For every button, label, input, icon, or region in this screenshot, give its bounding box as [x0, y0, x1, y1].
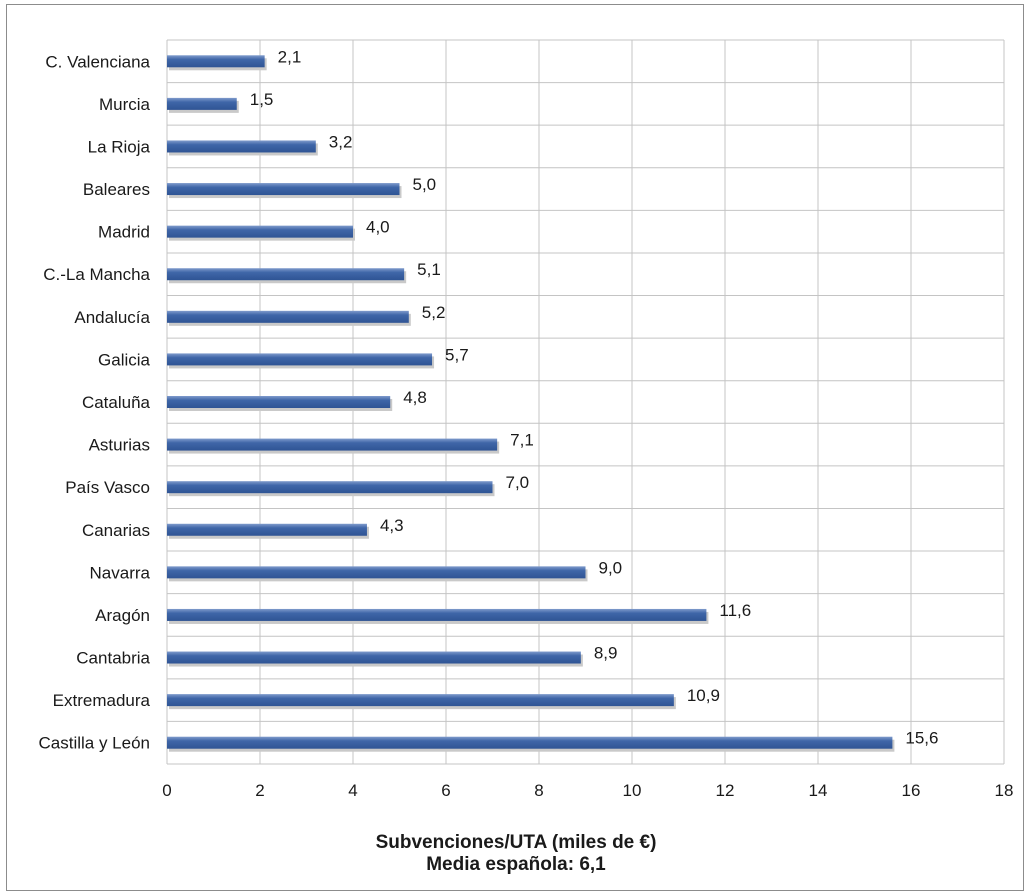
bar [167, 566, 586, 579]
grid-lines [166, 39, 1005, 765]
x-tick-label: 18 [995, 781, 1014, 800]
data-label: 11,6 [719, 601, 751, 620]
x-tick-label: 10 [623, 781, 642, 800]
data-label: 5,7 [445, 345, 469, 364]
category-label: Canarias [82, 521, 150, 540]
data-label: 8,9 [594, 644, 618, 663]
bar [167, 694, 674, 707]
bar [167, 608, 707, 621]
category-label: Extremadura [53, 691, 151, 710]
category-label: Cataluña [82, 393, 151, 412]
bar [167, 225, 353, 238]
data-label: 4,0 [366, 218, 390, 237]
category-label: País Vasco [65, 478, 150, 497]
category-label: C. Valenciana [45, 52, 150, 71]
bar [167, 396, 391, 408]
category-label: Cantabria [76, 649, 150, 668]
category-label: Baleares [83, 180, 150, 199]
category-label: Madrid [98, 223, 150, 242]
chart-caption: Subvenciones/UTA (miles de €) Media espa… [0, 832, 1032, 876]
bar-chart: C. Valenciana Murcia La Rioja Baleares Madri… [38, 39, 1013, 800]
bar [167, 268, 405, 281]
category-label: C.-La Mancha [43, 265, 150, 284]
data-label: 10,9 [687, 686, 720, 705]
data-label: 5,0 [413, 175, 437, 194]
data-label: 4,8 [403, 388, 427, 407]
bar [167, 310, 409, 323]
data-label: 3,2 [329, 132, 353, 151]
data-label: 4,3 [380, 516, 404, 535]
bar [167, 183, 400, 196]
x-tick-label: 2 [255, 781, 264, 800]
bar [167, 55, 265, 68]
data-label: 5,2 [422, 303, 446, 322]
x-tick-label: 16 [902, 781, 921, 800]
x-tick-label: 4 [348, 781, 357, 800]
data-label: 7,0 [506, 473, 530, 492]
category-label: Castilla y León [38, 734, 150, 753]
category-label: Murcia [99, 95, 151, 114]
bar [167, 97, 237, 110]
x-tick-labels: 0 2 4 6 8 10 12 14 16 18 [162, 781, 1013, 800]
data-label: 9,0 [599, 558, 623, 577]
category-labels: C. Valenciana Murcia La Rioja Baleares Madri… [38, 52, 150, 752]
bar [167, 651, 581, 664]
bar [167, 353, 433, 366]
x-tick-label: 6 [441, 781, 450, 800]
data-labels: 2,1 1,5 3,2 5,0 4,0 5,1 5,2 5,7 4,8 7,1 7,0 4,3 9,0 1… [250, 47, 939, 747]
data-label: 5,1 [417, 260, 441, 279]
data-label: 15,6 [905, 729, 938, 748]
bar [167, 523, 367, 536]
bars-group [167, 55, 895, 752]
category-label: La Rioja [88, 137, 151, 156]
national-average-subtitle: Media española: 6,1 [426, 854, 606, 875]
category-label: Andalucía [74, 308, 150, 327]
bar [167, 140, 316, 153]
x-tick-label: 0 [162, 781, 171, 800]
category-label: Galicia [98, 350, 151, 369]
category-label: Asturias [89, 436, 150, 455]
category-label: Aragón [95, 606, 150, 625]
data-label: 2,1 [278, 47, 302, 66]
x-tick-label: 12 [716, 781, 735, 800]
x-tick-label: 8 [534, 781, 543, 800]
bar [167, 481, 493, 494]
bar [167, 736, 893, 749]
category-label: Navarra [90, 563, 151, 582]
bar [167, 438, 498, 451]
data-label: 7,1 [510, 431, 534, 450]
x-axis-title: Subvenciones/UTA (miles de €) [375, 832, 657, 853]
data-label: 1,5 [250, 90, 274, 109]
x-tick-label: 14 [809, 781, 828, 800]
